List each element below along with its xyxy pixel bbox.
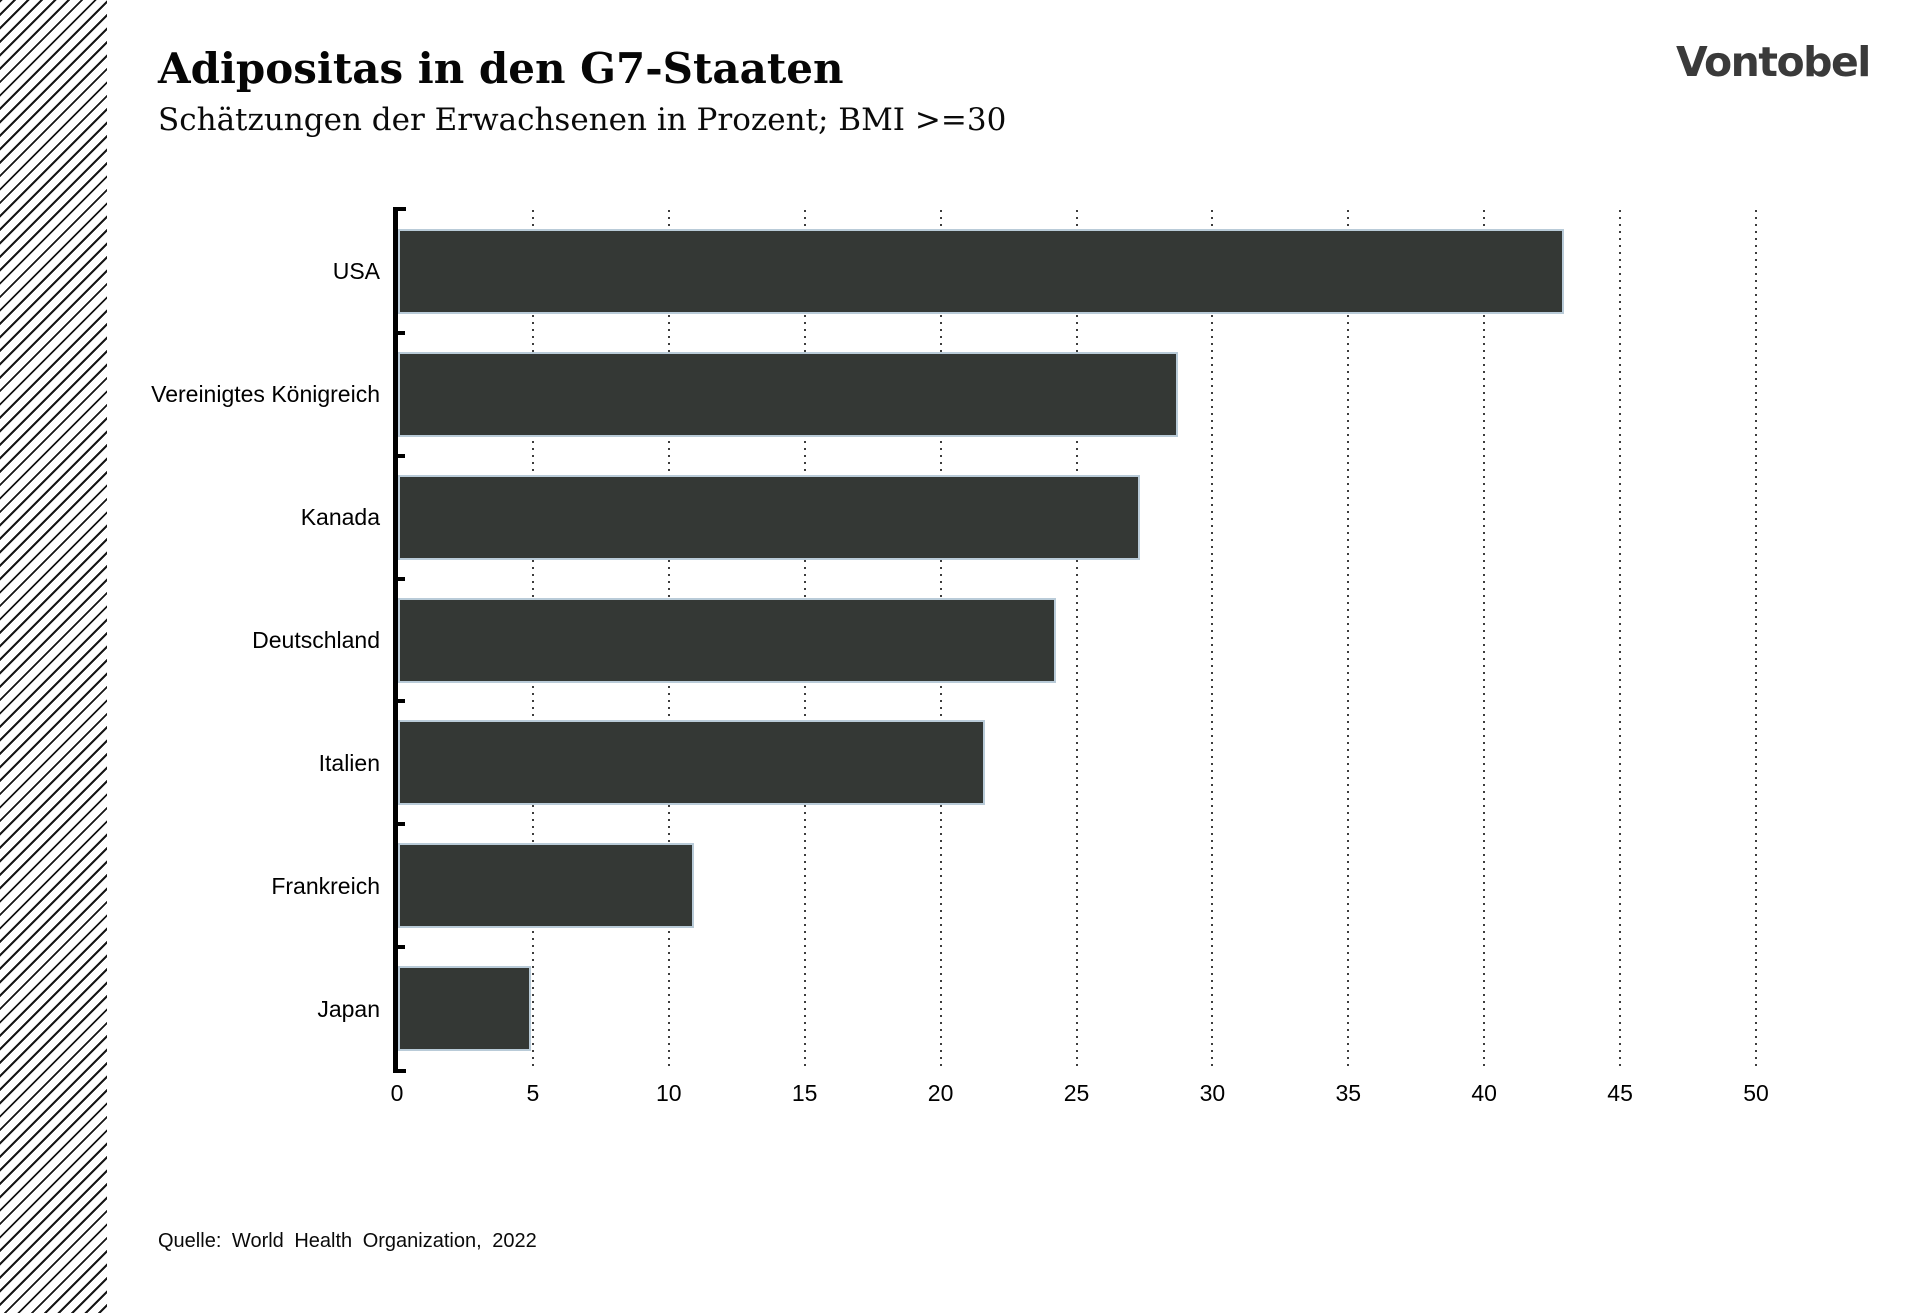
bar-deutschland [398, 597, 1056, 683]
gridline-25 [1075, 210, 1078, 1070]
plot-area [397, 210, 1757, 1070]
chart-title: Adipositas in den G7-Staaten [158, 44, 844, 93]
category-label: USA [332, 258, 380, 285]
gridline-40 [1483, 210, 1486, 1070]
axis-minor-tick [396, 576, 405, 581]
bar-usa [398, 228, 1565, 314]
category-label: Frankreich [271, 872, 380, 899]
x-tick-label: 35 [1335, 1080, 1362, 1106]
axis-minor-tick [396, 453, 405, 458]
axis-minor-tick [396, 699, 405, 704]
x-tick-label: 5 [526, 1080, 540, 1106]
chart-subtitle: Schätzungen der Erwachsenen in Prozent; … [158, 102, 1007, 138]
hatch-decoration [0, 0, 107, 1313]
bar-kanada [398, 474, 1140, 560]
category-label: Kanada [300, 504, 380, 531]
x-tick-label: 45 [1607, 1080, 1633, 1106]
bar-italien [398, 720, 986, 806]
gridline-45 [1619, 210, 1622, 1070]
bar-japan [398, 966, 532, 1052]
bar-vereinigtes-k-nigreich [398, 351, 1179, 437]
x-tick-label: 40 [1471, 1080, 1497, 1106]
source-note: Quelle: World Health Organization, 2022 [158, 1230, 537, 1252]
gridline-35 [1347, 210, 1350, 1070]
y-axis-line [393, 207, 398, 1073]
category-label: Deutschland [252, 627, 380, 653]
x-tick-label: 25 [1063, 1080, 1090, 1106]
category-label: Italien [318, 749, 380, 776]
gridline-30 [1211, 210, 1214, 1070]
x-tick-label: 50 [1743, 1080, 1769, 1106]
category-label: Vereinigtes Königreich [151, 381, 380, 408]
axis-minor-tick [396, 945, 405, 950]
x-tick-label: 15 [791, 1080, 818, 1106]
category-label: Japan [317, 995, 380, 1022]
axis-minor-tick [396, 330, 405, 335]
x-tick-label: 30 [1199, 1080, 1226, 1106]
x-tick-label: 0 [390, 1080, 404, 1106]
bar-frankreich [398, 843, 695, 929]
axis-cap-bottom [393, 1069, 406, 1073]
gridline-50 [1755, 210, 1757, 1070]
axis-minor-tick [396, 822, 405, 827]
x-tick-label: 10 [656, 1080, 682, 1106]
vontobel-logo: Vontobel [1676, 38, 1871, 86]
axis-cap-top [393, 207, 406, 211]
x-tick-label: 20 [927, 1080, 954, 1106]
